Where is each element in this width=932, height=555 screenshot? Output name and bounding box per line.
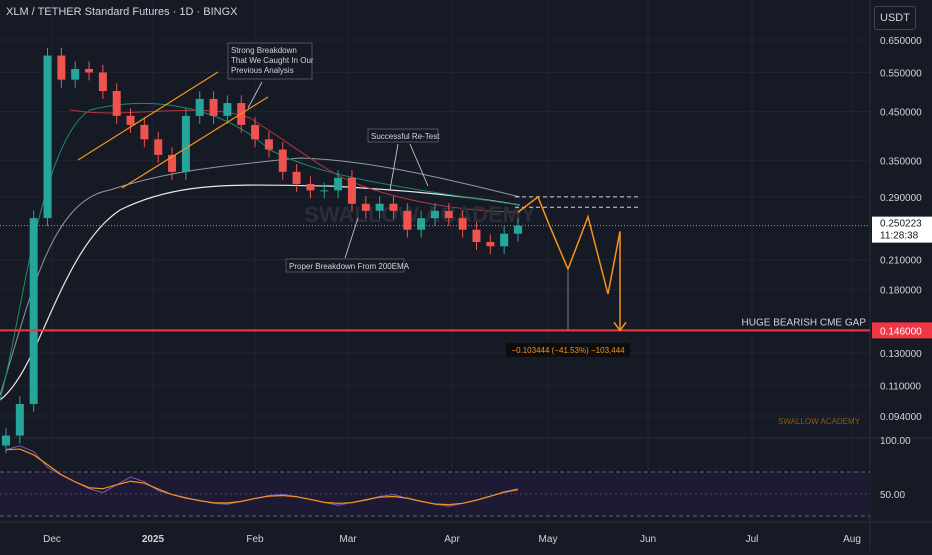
annotation-retest-text: Successful Re-Test [371,132,440,141]
annotation-strong-breakdown-text: That We Caught In Our [231,56,314,65]
candle-body [444,210,453,219]
candle-body [334,177,343,191]
annotation-arrow [344,217,359,259]
candle-body [278,149,287,172]
candle-body [126,115,135,125]
price-tick-label: 0.350000 [880,156,922,167]
candle-body [15,403,24,436]
measure-label-bg [506,343,630,357]
time-tick-label: Feb [246,534,264,545]
candle-body [168,154,177,172]
candle-body [472,229,481,243]
price-tick-label: 0.130000 [880,349,922,360]
time-tick-label: Aug [843,534,861,545]
time-tick-label: Apr [444,534,460,545]
channel-upper-line [77,71,219,161]
candle-body [514,225,522,234]
price-tick-label: 0.180000 [880,286,922,297]
candle-body [264,139,273,150]
candle-body [209,98,218,116]
candle-body [430,210,439,219]
candle-body [2,435,10,446]
candle-body [71,68,80,80]
time-tick-label: Jul [746,534,759,545]
watermark-small: SWALLOW ACADEMY [778,417,861,426]
candle-body [486,242,495,247]
cme-gap-badge [872,322,932,339]
current-price-countdown: 11:28:38 [880,231,919,242]
annotation-arrow [409,143,429,187]
candle-body [320,190,329,192]
candle-body [500,233,509,247]
candle-body [292,171,301,184]
annotation-strong-breakdown-box [227,42,313,80]
annotation-200ema-text: Proper Breakdown From 200EMA [289,262,410,271]
price-tick-label: 0.650000 [880,36,922,47]
candle-body [195,98,204,116]
rsi-tick-100: 100.00 [880,436,911,447]
candle-body [389,203,398,211]
price-tick-label: 0.290000 [880,193,922,204]
annotation-strong-breakdown-text: Strong Breakdown [231,46,297,55]
candle-body [375,203,384,211]
price-tick-label: 0.450000 [880,108,922,119]
cme-gap-badge-value: 0.146000 [880,326,922,337]
candle-body [43,55,52,219]
candle-body [347,177,356,204]
annotation-200ema-box [285,258,405,273]
time-tick-label: 2025 [142,534,165,545]
current-price-badge [872,216,932,243]
candle-body [154,139,163,155]
candle-body [458,218,467,230]
projection-arrow [613,321,627,332]
candle-body [85,68,94,73]
currency-selector[interactable]: USDT [874,6,916,30]
candle-body [403,210,412,230]
channel-lower-line [121,96,269,189]
symbol-title[interactable]: XLM / TETHER Standard Futures · 1D · BIN… [6,6,238,18]
candle-body [251,124,260,140]
candle-body [29,218,38,404]
candle-body [417,218,426,230]
price-tick-label: 0.110000 [880,381,921,392]
candle-body [98,72,107,92]
annotation-arrow [247,81,263,109]
price-tick-label: 0.210000 [880,256,922,267]
rsi-ma-line [5,448,519,506]
price-tick-label: 0.550000 [880,68,922,79]
candle-body [223,103,232,116]
current-price-value: 0.250223 [880,219,922,230]
rsi-tick-50: 50.00 [880,490,905,501]
candle-body [112,91,121,116]
projection-path [517,195,621,331]
price-tick-label: 0.094000 [880,412,922,423]
candle-body [181,115,190,172]
cme-gap-label: HUGE BEARISH CME GAP [742,317,867,328]
time-tick-label: May [539,534,558,545]
candle-body [140,124,149,140]
annotation-retest-box [367,128,439,143]
candle-body [361,203,370,211]
time-tick-label: Mar [339,534,357,545]
annotation-arrow [389,143,399,191]
candle-body [57,55,66,80]
time-tick-label: Dec [43,534,61,545]
time-tick-label: Jun [640,534,656,545]
candle-body [306,183,315,191]
ema-50-line [69,109,521,213]
ema-200-line [0,184,521,401]
annotation-strong-breakdown-text: Previous Analysis [231,66,294,75]
measure-label: −0.103444 (−41.53%) −103,444 [511,346,625,355]
